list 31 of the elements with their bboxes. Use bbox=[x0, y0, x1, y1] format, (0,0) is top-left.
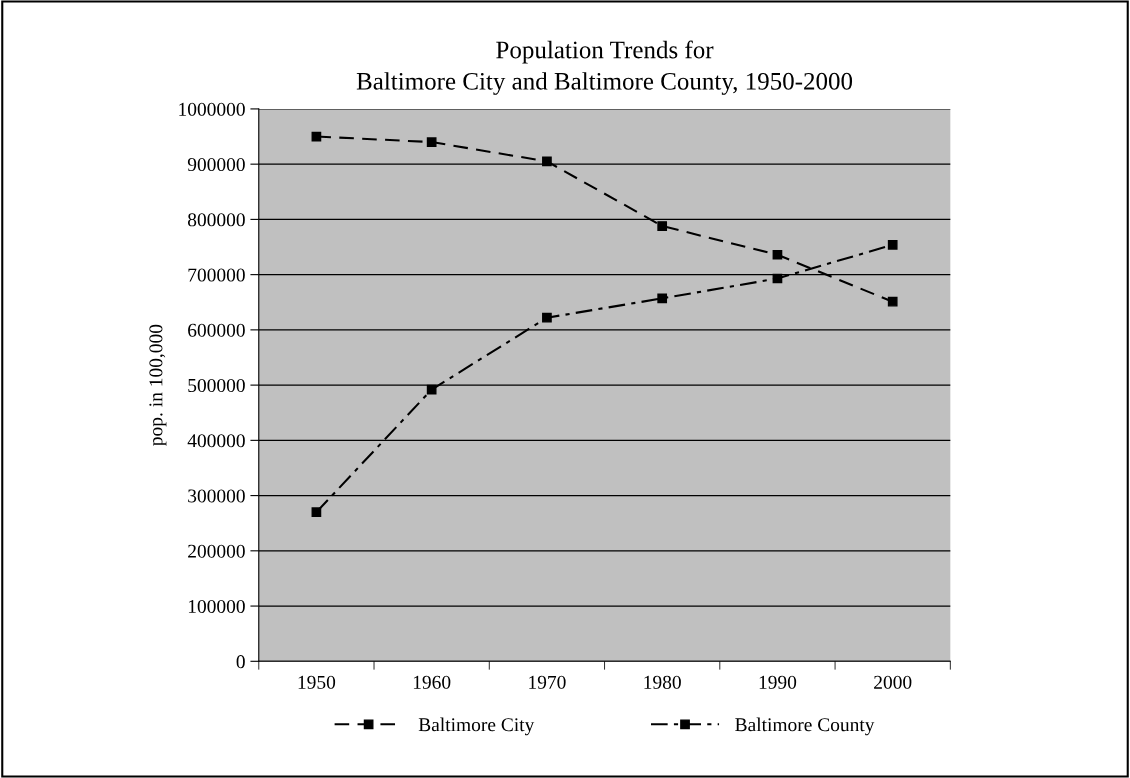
point bbox=[426, 384, 437, 395]
y-tick-label: 500000 bbox=[188, 378, 245, 393]
y-tick-label: 200000 bbox=[188, 544, 245, 558]
point bbox=[542, 156, 552, 167]
x-tick-label: 1970 bbox=[529, 675, 566, 689]
y-tick-label: 0 bbox=[236, 655, 245, 669]
point bbox=[311, 507, 322, 518]
chart-title: Population Trends for Baltimore City and Baltimore County, 1950-2000 bbox=[356, 40, 853, 95]
point bbox=[887, 239, 898, 250]
x-tick-label: 1950 bbox=[298, 675, 336, 689]
y-tick-label: 100000 bbox=[188, 599, 245, 613]
y-tick-label: 600000 bbox=[188, 323, 245, 337]
point bbox=[542, 312, 552, 323]
legend-label: Baltimore City bbox=[418, 717, 535, 736]
y-tick-label: 900000 bbox=[187, 157, 245, 172]
x-tick-label: 2000 bbox=[874, 675, 912, 689]
point bbox=[657, 221, 668, 231]
y-tick-label: 300000 bbox=[188, 489, 245, 503]
point bbox=[426, 137, 437, 147]
point bbox=[887, 296, 898, 307]
point bbox=[657, 293, 668, 304]
x-tick-label: 1990 bbox=[759, 675, 797, 689]
y-tick-label: 1000000 bbox=[179, 102, 245, 116]
point bbox=[772, 249, 783, 260]
x-tick-label: 1980 bbox=[644, 675, 681, 689]
x-tick-label: 1960 bbox=[413, 675, 451, 689]
y-tick-label: 700000 bbox=[188, 268, 245, 282]
y-axis-title: pop. in 100,000 bbox=[149, 324, 167, 446]
y-tick-label: 800000 bbox=[187, 213, 245, 227]
y-tick-label: 400000 bbox=[187, 434, 245, 448]
legend-label: Baltimore County bbox=[735, 717, 875, 736]
